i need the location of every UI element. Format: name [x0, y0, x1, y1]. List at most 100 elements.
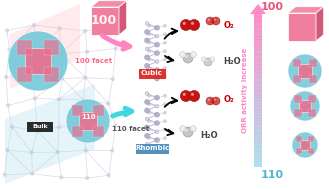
Circle shape — [111, 77, 114, 81]
Circle shape — [164, 58, 166, 61]
Circle shape — [191, 22, 194, 25]
Circle shape — [107, 102, 110, 105]
Circle shape — [10, 125, 13, 129]
Circle shape — [208, 99, 210, 101]
Circle shape — [164, 111, 166, 114]
Circle shape — [66, 99, 110, 143]
Circle shape — [36, 129, 39, 133]
Circle shape — [144, 99, 149, 105]
Circle shape — [164, 103, 166, 106]
Bar — [79, 112, 97, 130]
Bar — [254, 118, 262, 121]
Circle shape — [186, 92, 194, 100]
Circle shape — [180, 91, 191, 101]
Circle shape — [147, 136, 150, 139]
Circle shape — [147, 120, 150, 123]
Circle shape — [155, 146, 160, 151]
Circle shape — [214, 99, 216, 101]
Bar — [254, 39, 262, 42]
Circle shape — [155, 67, 160, 73]
Circle shape — [147, 67, 150, 70]
Circle shape — [85, 50, 89, 54]
Bar — [254, 131, 262, 134]
Bar — [254, 136, 262, 139]
Bar — [254, 90, 262, 93]
Circle shape — [32, 23, 36, 27]
Circle shape — [114, 124, 117, 127]
Bar — [254, 44, 262, 47]
Circle shape — [144, 133, 149, 138]
Circle shape — [145, 92, 149, 95]
Bar — [254, 115, 262, 119]
Circle shape — [183, 22, 186, 25]
Bar — [254, 108, 262, 111]
Bar — [254, 151, 262, 154]
Bar — [72, 126, 83, 137]
Bar — [309, 75, 317, 83]
Circle shape — [186, 21, 194, 29]
Polygon shape — [91, 7, 119, 35]
Circle shape — [3, 173, 6, 177]
Circle shape — [204, 58, 212, 66]
Circle shape — [155, 34, 159, 38]
Bar — [92, 105, 104, 116]
Circle shape — [147, 33, 150, 36]
Circle shape — [164, 136, 166, 139]
Bar — [254, 153, 262, 157]
Bar — [254, 161, 262, 164]
Circle shape — [114, 47, 117, 50]
Polygon shape — [250, 4, 266, 14]
Bar — [254, 16, 262, 19]
Circle shape — [155, 95, 160, 100]
Circle shape — [30, 151, 34, 154]
Text: O₂: O₂ — [224, 22, 235, 30]
Circle shape — [57, 98, 61, 101]
Bar — [254, 80, 262, 83]
Polygon shape — [288, 7, 324, 13]
Text: H₂O: H₂O — [200, 132, 217, 140]
Bar — [92, 126, 104, 137]
Bar — [254, 74, 262, 78]
Circle shape — [147, 58, 150, 61]
Circle shape — [147, 50, 150, 53]
Circle shape — [201, 57, 206, 62]
Bar — [254, 59, 262, 62]
Bar — [254, 146, 262, 149]
Circle shape — [144, 38, 149, 43]
Circle shape — [59, 52, 63, 56]
Bar — [72, 105, 83, 116]
Text: Rhombic: Rhombic — [135, 145, 169, 151]
Bar — [254, 49, 262, 52]
Bar — [254, 98, 262, 101]
Bar — [254, 148, 262, 152]
Text: 110: 110 — [81, 114, 95, 120]
Bar — [254, 41, 262, 45]
FancyBboxPatch shape — [136, 143, 168, 153]
Circle shape — [58, 26, 62, 30]
Bar — [254, 143, 262, 147]
Bar — [254, 128, 262, 131]
Bar — [299, 100, 311, 112]
Bar — [254, 110, 262, 113]
Bar — [17, 67, 32, 82]
Circle shape — [144, 63, 149, 68]
Circle shape — [164, 50, 166, 53]
Circle shape — [155, 112, 160, 117]
Bar — [25, 48, 51, 74]
Bar — [254, 62, 262, 65]
Bar — [254, 82, 262, 85]
Circle shape — [31, 172, 34, 176]
Bar — [17, 40, 32, 55]
Bar — [44, 67, 59, 82]
Circle shape — [288, 54, 322, 88]
Bar — [294, 109, 302, 117]
Bar — [254, 36, 262, 40]
Circle shape — [190, 126, 196, 132]
Text: H₂O: H₂O — [223, 57, 240, 66]
Bar — [254, 105, 262, 108]
Circle shape — [145, 22, 149, 25]
Circle shape — [164, 145, 166, 148]
Bar — [296, 136, 302, 142]
Text: O₂: O₂ — [224, 94, 235, 104]
Bar — [254, 120, 262, 124]
